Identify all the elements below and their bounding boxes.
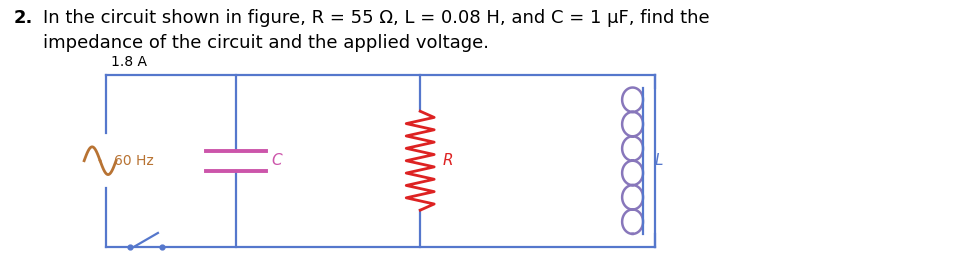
Text: R: R — [442, 153, 452, 168]
Text: 1.8 A: 1.8 A — [111, 55, 147, 69]
Text: impedance of the circuit and the applied voltage.: impedance of the circuit and the applied… — [43, 34, 489, 52]
Text: C: C — [272, 153, 282, 168]
Text: L: L — [655, 153, 664, 168]
Text: In the circuit shown in figure, R = 55 Ω, L = 0.08 H, and C = 1 μF, find the: In the circuit shown in figure, R = 55 Ω… — [43, 9, 710, 27]
Text: 60 Hz: 60 Hz — [114, 154, 154, 168]
Text: 2.: 2. — [14, 9, 33, 27]
